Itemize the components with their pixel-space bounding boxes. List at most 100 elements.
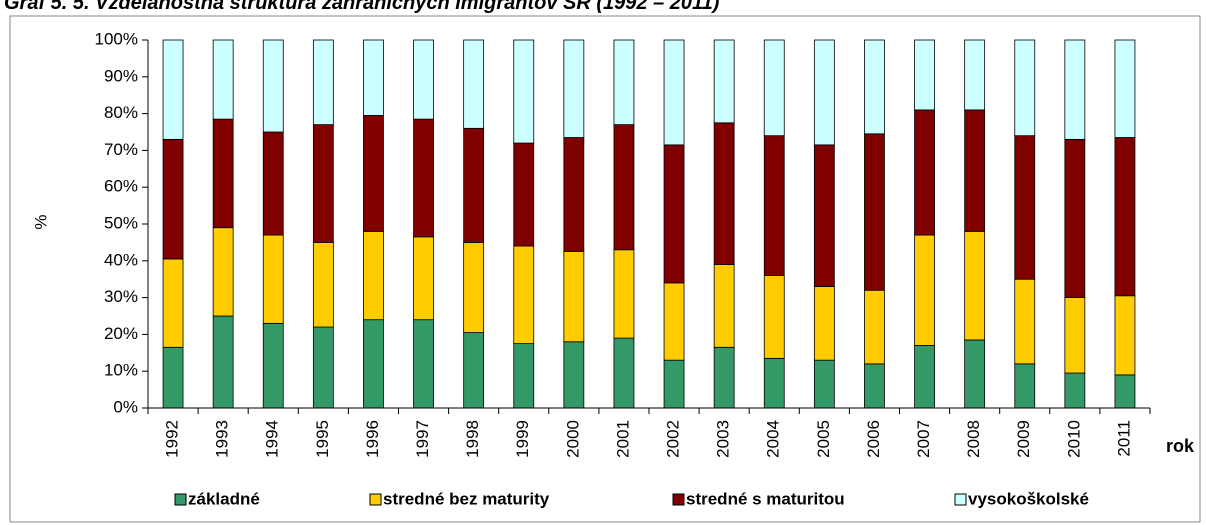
bar-segment [914,345,935,409]
bar-segment [864,289,885,365]
bar-segment [763,275,785,359]
bar-segment [713,264,735,348]
bar-segment [1064,372,1086,409]
bar-segment [713,122,735,265]
y-tick-label: 50% [104,213,138,232]
y-tick-label: 80% [104,103,138,122]
legend-swatch [954,493,967,506]
x-tick-label: 2008 [964,420,983,458]
y-tick-label: 60% [104,177,138,196]
x-tick-label: 2007 [914,420,933,458]
bar-segment [1114,137,1136,297]
y-tick-label: 30% [104,287,138,306]
bar-segment [763,39,785,137]
bar-segment [212,227,234,317]
bar-segment [463,39,485,129]
x-tick-label: 1993 [213,420,232,458]
bar-segment [513,343,535,409]
bar-segment [413,236,434,321]
bar-segment [1114,295,1136,376]
bar-segment [1014,278,1036,365]
chart-border [9,15,1201,523]
y-tick-label: 70% [104,140,138,159]
bar-segment [1064,297,1086,374]
x-tick-label: 2011 [1114,420,1133,457]
x-tick-label: 2004 [764,420,783,458]
bar-segment [363,230,384,321]
x-tick-label: 2002 [664,420,683,458]
legend-swatch [174,493,187,506]
bar-segment [363,115,384,232]
x-tick-label: 2003 [714,420,733,458]
x-tick-label: 2009 [1014,420,1033,458]
y-tick-label: 100% [95,29,138,48]
y-tick-label: 0% [113,397,138,416]
bar-segment [463,241,485,333]
bar-segment [763,135,785,276]
bar-segment [813,359,835,409]
y-tick-label: 90% [104,66,138,85]
bar-segment [563,251,585,343]
bar-segment [513,142,535,247]
legend-label: vysokoškolské [968,489,1089,508]
bar-segment [363,39,384,116]
x-tick-label: 2005 [814,420,833,458]
bar-segment [1014,39,1036,137]
x-tick-label: 1992 [163,420,182,458]
bar-segment [463,332,485,409]
bar-segment [262,234,284,324]
x-tick-label: 1996 [363,420,382,458]
bar-segment [212,39,234,120]
y-tick-label: 40% [104,250,138,269]
bar-segment [413,39,434,120]
bar-segment [312,39,334,126]
bar-segment [713,346,735,409]
bar-segment [964,230,986,341]
bar-segment [663,144,685,284]
bar-segment [212,118,234,229]
bar-segment [413,319,434,409]
bar-segment [262,322,284,409]
bar-segment [262,39,284,133]
bar-segment [1114,39,1136,138]
x-tick-label: 1998 [463,420,482,458]
bar-segment [763,357,785,409]
bar-segment [1014,135,1036,280]
legend-label: stredné bez maturity [383,489,550,508]
x-axis-label: rok [1166,436,1195,456]
bar-segment [964,339,986,409]
bar-segment [363,319,384,409]
bar-segment [563,341,585,409]
bar-segment [613,249,635,339]
x-tick-label: 1994 [263,420,282,458]
bar-segment [813,286,835,361]
x-tick-label: 2006 [864,420,883,458]
bar-segment [513,39,535,144]
bar-segment [1114,374,1136,409]
bar-segment [813,144,835,287]
bar-segment [864,39,885,135]
bar-segment [563,39,585,138]
bar-segment [813,39,835,146]
bar-segment [162,138,184,260]
bar-segment [613,337,635,409]
x-tick-label: 1997 [413,420,432,458]
bar-segment [613,39,635,126]
bar-segment [162,346,184,409]
legend-swatch [672,493,685,506]
bar-segment [513,245,535,344]
bar-segment [1064,39,1086,140]
bar-segment [162,258,184,348]
bar-segment [162,39,184,140]
x-tick-label: 1995 [313,420,332,458]
x-tick-label: 1999 [513,420,532,458]
bar-segment [663,359,685,409]
bar-segment [563,137,585,253]
bar-segment [914,234,935,346]
legend-swatch [369,493,382,506]
chart-title: Graf 5. 5. Vzdelanostná štruktúra zahran… [4,0,720,14]
bar-segment [964,109,986,232]
y-tick-label: 10% [104,361,138,380]
bar-segment [964,39,986,111]
